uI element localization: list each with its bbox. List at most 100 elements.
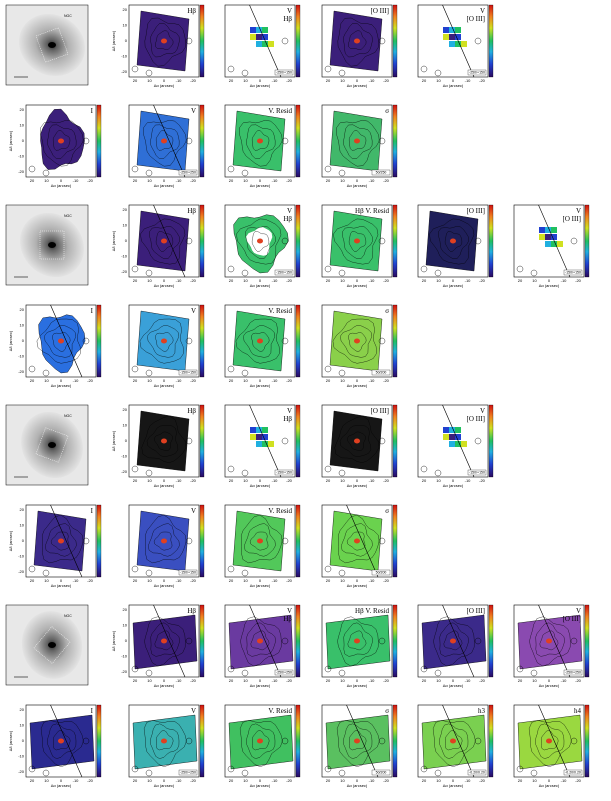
marker-circle: [474, 737, 482, 745]
marker-circle: [338, 769, 346, 777]
center-peak: [354, 438, 360, 444]
scale-range: 50/200: [376, 371, 387, 375]
x-tick-label: 10: [436, 678, 441, 683]
map-pixel: [545, 234, 551, 240]
panel-label: σ: [385, 107, 389, 115]
map-pixel: [443, 34, 449, 40]
scale-box: [274, 669, 294, 676]
colorbar: [96, 704, 102, 778]
center-peak: [161, 38, 167, 44]
y-tick-label: 20: [123, 607, 128, 612]
marker-circle: [338, 669, 346, 677]
x-tick-label: 0: [163, 378, 166, 383]
x-tick-label: 20: [326, 578, 331, 583]
marker-circle: [570, 737, 578, 745]
contour: [44, 325, 76, 358]
ifu-footprint: [35, 27, 69, 63]
scale-range: -250/+150: [276, 71, 292, 75]
marker-circle: [420, 765, 428, 773]
map-panel: V[O III] -150/+150 20 10 0 -10 -20 Δα (arcsec): [513, 204, 590, 288]
contour: [535, 622, 565, 657]
colorbar: [488, 4, 494, 78]
x-tick-label: 0: [60, 378, 63, 383]
x-tick-label: 0: [548, 278, 551, 283]
marker-circle: [281, 137, 289, 145]
map-pixel: [455, 27, 461, 33]
x-tick-label: -10: [176, 178, 183, 183]
marker-circle: [227, 65, 235, 73]
x-tick-label: -10: [369, 378, 376, 383]
contour: [148, 523, 180, 557]
panel-label: h3: [478, 707, 486, 715]
y-tick-label: 20: [20, 307, 25, 312]
colorbar: [199, 304, 205, 378]
contour: [246, 124, 276, 159]
scale-box: [178, 569, 198, 576]
colorbar: [96, 304, 102, 378]
x-tick-label: 10: [147, 278, 152, 283]
position-angle-line: [249, 404, 282, 478]
x-axis-label: Δα (arcsec): [154, 683, 175, 688]
colorbar: [199, 104, 205, 178]
x-tick-label: 20: [229, 178, 234, 183]
panel-label: V: [480, 407, 485, 415]
map-panel: [O III] 20 10 0 -10 -20 Δα (arcsec): [417, 204, 494, 288]
x-axis-label: Δα (arcsec): [51, 783, 72, 788]
center-peak: [354, 538, 360, 544]
center-peak: [354, 638, 360, 644]
marker-circle: [42, 369, 50, 377]
marker-circle: [570, 237, 578, 245]
scale-range: 50/200: [376, 571, 387, 575]
map-pixel: [461, 41, 467, 47]
panel-label: V: [576, 207, 581, 215]
marker-circle: [434, 69, 442, 77]
x-tick-label: 0: [452, 78, 455, 83]
x-tick-label: -20: [190, 478, 197, 483]
map-pixel: [455, 427, 461, 433]
marker-circle: [324, 65, 332, 73]
x-tick-label: 20: [133, 178, 138, 183]
figure-row: I 20 10 0 -10 -20 Δα (arcsec) 20 10 0 -10 -20 Δδ (ar…: [8, 504, 398, 588]
colorbar: [392, 204, 398, 278]
scale-range: -250/+250: [180, 771, 196, 775]
marker-circle: [131, 265, 139, 273]
map-pixel: [443, 27, 449, 33]
contour: [343, 23, 373, 58]
marker-circle: [42, 169, 50, 177]
contour: [528, 720, 572, 767]
map-pixel: [551, 227, 557, 233]
x-tick-label: 0: [356, 78, 359, 83]
panel-label: V: [191, 507, 196, 515]
x-tick-label: 10: [532, 678, 537, 683]
marker-circle: [338, 569, 346, 577]
x-axis-label: Δα (arcsec): [347, 183, 368, 188]
x-axis-label: Δα (arcsec): [347, 783, 368, 788]
figure-row: NGC Hβ 20 10 0 -10 -20 Δα (arcsec) 20 10 0 -10 -20 Δδ…: [5, 604, 590, 688]
map-panel: V. Resid 20 10 0 -10 -20 Δα (arcsec): [224, 304, 301, 388]
center-peak: [161, 438, 167, 444]
x-tick-label: -20: [190, 178, 197, 183]
map-panel: [O III] 20 10 0 -10 -20 Δα (arcsec): [321, 4, 398, 88]
map-pixel: [545, 227, 551, 233]
contour: [144, 616, 186, 667]
panel-label: V: [287, 207, 292, 215]
scale-range: -150/+150: [276, 271, 292, 275]
x-tick-label: 10: [44, 778, 49, 783]
scale-box: [274, 469, 294, 476]
center-peak: [161, 638, 167, 644]
y-tick-label: -10: [18, 754, 25, 759]
contour: [155, 30, 174, 50]
x-tick-label: 0: [356, 178, 359, 183]
x-axis-label: Δα (arcsec): [250, 283, 271, 288]
panel-sublabel: [O III]: [467, 415, 485, 423]
map-panel: I 20 10 0 -10 -20 Δα (arcsec) 20 10 0 -10 -20 Δδ (ar…: [8, 504, 102, 588]
x-tick-label: 0: [163, 678, 166, 683]
x-tick-label: 10: [147, 478, 152, 483]
marker-circle: [241, 169, 249, 177]
x-tick-label: -10: [73, 378, 80, 383]
y-tick-label: 20: [123, 7, 128, 12]
marker-circle: [241, 569, 249, 577]
contour: [529, 616, 571, 667]
map-pixel: [262, 41, 268, 47]
marker-circle: [338, 369, 346, 377]
